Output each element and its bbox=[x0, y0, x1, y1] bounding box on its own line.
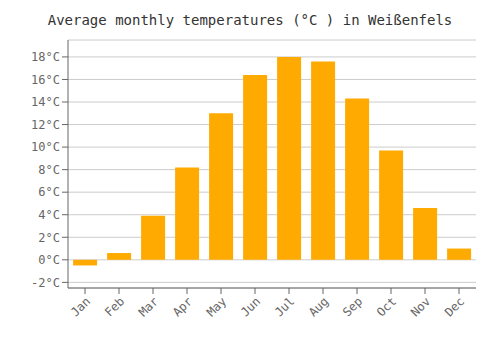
svg-text:Apr: Apr bbox=[170, 294, 195, 319]
svg-text:8°C: 8°C bbox=[38, 163, 60, 177]
svg-text:Oct: Oct bbox=[374, 294, 399, 319]
svg-text:16°C: 16°C bbox=[31, 73, 60, 87]
svg-text:Sep: Sep bbox=[340, 294, 365, 319]
svg-text:Aug: Aug bbox=[306, 294, 331, 319]
svg-text:Dec: Dec bbox=[442, 294, 467, 319]
svg-text:Feb: Feb bbox=[102, 294, 127, 319]
html-text:Average monthly temperatures (: Average monthly temperatures (°C ) in We… bbox=[47, 12, 453, 28]
svg-text:2°C: 2°C bbox=[38, 231, 60, 245]
svg-text:10°C: 10°C bbox=[31, 140, 60, 154]
svg-text:Nov: Nov bbox=[408, 294, 433, 319]
svg-text:Jul: Jul bbox=[272, 294, 297, 319]
svg-text:Jun: Jun bbox=[238, 294, 263, 319]
svg-text:4°C: 4°C bbox=[38, 208, 60, 222]
svg-text:6°C: 6°C bbox=[38, 185, 60, 199]
svg-text:Mar: Mar bbox=[136, 294, 161, 319]
svg-text:12°C: 12°C bbox=[31, 118, 60, 132]
svg-text:-2°C: -2°C bbox=[31, 276, 60, 290]
svg-text:0°C: 0°C bbox=[38, 253, 60, 267]
svg-text:18°C: 18°C bbox=[31, 50, 60, 64]
svg-text:14°C: 14°C bbox=[31, 95, 60, 109]
svg-text:Jan: Jan bbox=[68, 294, 93, 319]
svg-text:May: May bbox=[204, 294, 229, 319]
